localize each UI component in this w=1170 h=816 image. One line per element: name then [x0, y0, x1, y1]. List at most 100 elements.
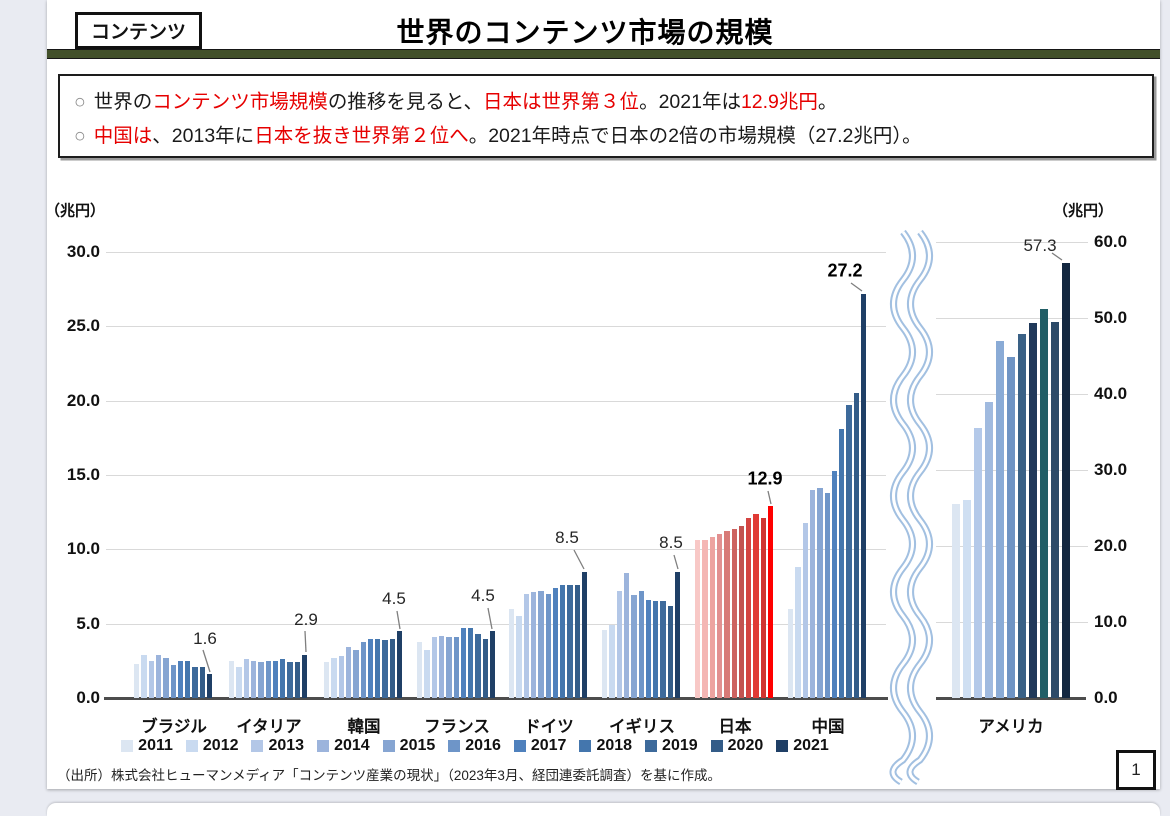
chart-bar	[475, 634, 481, 698]
bullet-text-segment: の推移を見ると、	[327, 91, 484, 113]
chart-bar	[523, 593, 529, 698]
grid-line	[936, 318, 1088, 319]
chart-bar	[716, 534, 723, 698]
chart-bar	[243, 659, 249, 698]
x-axis-label: ドイツ	[524, 718, 574, 736]
chart-bar	[996, 340, 1005, 698]
grid-line	[106, 623, 886, 625]
chart-bar	[695, 540, 701, 698]
left-axis-unit-label: （兆円）	[44, 202, 106, 220]
legend-year-label: 2020	[727, 737, 764, 754]
legend-year-label: 2017	[530, 737, 567, 754]
chart-bar	[360, 641, 366, 698]
chart-bar	[709, 537, 715, 698]
annotation-leader-line	[767, 490, 772, 505]
page-number: 1	[1131, 760, 1141, 779]
chart-bar	[446, 637, 452, 698]
y-axis-tick-label: 50.0	[1094, 308, 1128, 327]
chart-bar	[155, 654, 162, 698]
chart-bar	[817, 488, 823, 698]
chart-bar	[170, 665, 176, 698]
chart-bar	[397, 631, 403, 698]
legend-swatch	[251, 740, 264, 752]
legend-item: 2018	[579, 737, 632, 755]
data-label: 12.9	[747, 468, 783, 489]
chart-bar	[516, 616, 522, 698]
chart-legend: 2011 2012 2013 2014 2015 2016 2017 2018 2019 2020…	[70, 737, 880, 755]
chart-bar	[1051, 321, 1060, 698]
legend-swatch	[710, 740, 723, 752]
legend-item: 2015	[382, 737, 435, 755]
chart-bar	[453, 637, 459, 698]
chart-bar	[560, 585, 566, 698]
chart-bar	[530, 592, 537, 698]
bullet-marker-icon: ○	[74, 91, 86, 113]
grid-line	[106, 326, 886, 328]
next-page-edge	[47, 803, 1160, 816]
chart-bar	[974, 428, 983, 698]
x-axis-label: 韓国	[347, 718, 381, 736]
chart-bar	[667, 605, 674, 698]
chart-bar	[675, 571, 681, 698]
chart-bar	[853, 393, 860, 698]
chart-bar	[431, 637, 437, 698]
chart-bar	[460, 628, 467, 698]
legend-item: 2021	[776, 737, 829, 755]
chart-bar	[207, 674, 213, 698]
legend-item: 2012	[185, 737, 238, 755]
grid-line	[106, 549, 886, 551]
chart-bar	[482, 638, 489, 698]
category-badge: コンテンツ	[75, 12, 203, 49]
x-axis-label: フランス	[424, 718, 490, 736]
legend-year-label: 2014	[334, 737, 370, 754]
legend-year-label: 2011	[138, 737, 173, 754]
annotation-leader-line	[673, 554, 679, 570]
legend-year-label: 2013	[268, 737, 305, 754]
legend-swatch	[645, 740, 658, 752]
chart-bar	[424, 650, 430, 698]
chart-bar	[345, 647, 352, 698]
chart-bar	[367, 638, 374, 698]
data-label: 4.5	[471, 586, 495, 605]
chart-bar	[602, 629, 608, 698]
bullet-text-segment: 。2021年時点で日本の2倍の市場規模（27.2兆円）。	[468, 125, 922, 147]
legend-swatch	[185, 740, 198, 752]
chart-bar	[148, 660, 154, 698]
chart-bar	[1040, 308, 1049, 698]
chart-bar	[802, 522, 808, 698]
x-axis-label: イギリス	[609, 718, 675, 736]
legend-swatch	[382, 740, 395, 752]
legend-item: 2020	[710, 737, 764, 755]
chart-bar	[574, 585, 581, 698]
legend-swatch	[317, 740, 330, 752]
y-axis-tick-label: 10.0	[1094, 612, 1128, 631]
chart-bar	[250, 660, 257, 698]
grid-line	[106, 251, 886, 253]
chart-bar	[809, 489, 816, 698]
bullet-text-segment: 世界の	[93, 91, 153, 113]
bullet-text-segment: 。2021年は	[639, 91, 741, 113]
y-axis-tick-label: 15.0	[66, 464, 100, 484]
annotation-leader-line	[487, 607, 493, 630]
legend-swatch	[579, 740, 592, 752]
chart-bar	[702, 540, 708, 698]
annotation-leader-line	[573, 549, 585, 570]
data-label: 8.5	[659, 533, 683, 552]
chart-bar	[768, 506, 774, 698]
legend-year-label: 2021	[793, 737, 829, 754]
chart-bar	[324, 662, 330, 698]
chart-bar	[631, 595, 637, 698]
annotation-leader-line	[396, 610, 401, 630]
chart-bar	[338, 656, 344, 698]
bullet-text-segment: 、2013年に	[152, 125, 255, 147]
bullet-text-segment: コンテンツ市場規模	[152, 91, 328, 113]
chart-bar	[1029, 323, 1038, 698]
annotation-leader-line	[850, 282, 863, 292]
grid-line	[936, 242, 1088, 243]
chart-bar	[753, 513, 759, 698]
chart-bar	[567, 585, 573, 698]
chart-bar	[760, 518, 767, 698]
chart-bar	[653, 601, 659, 698]
y-axis-tick-label: 10.0	[66, 539, 100, 559]
